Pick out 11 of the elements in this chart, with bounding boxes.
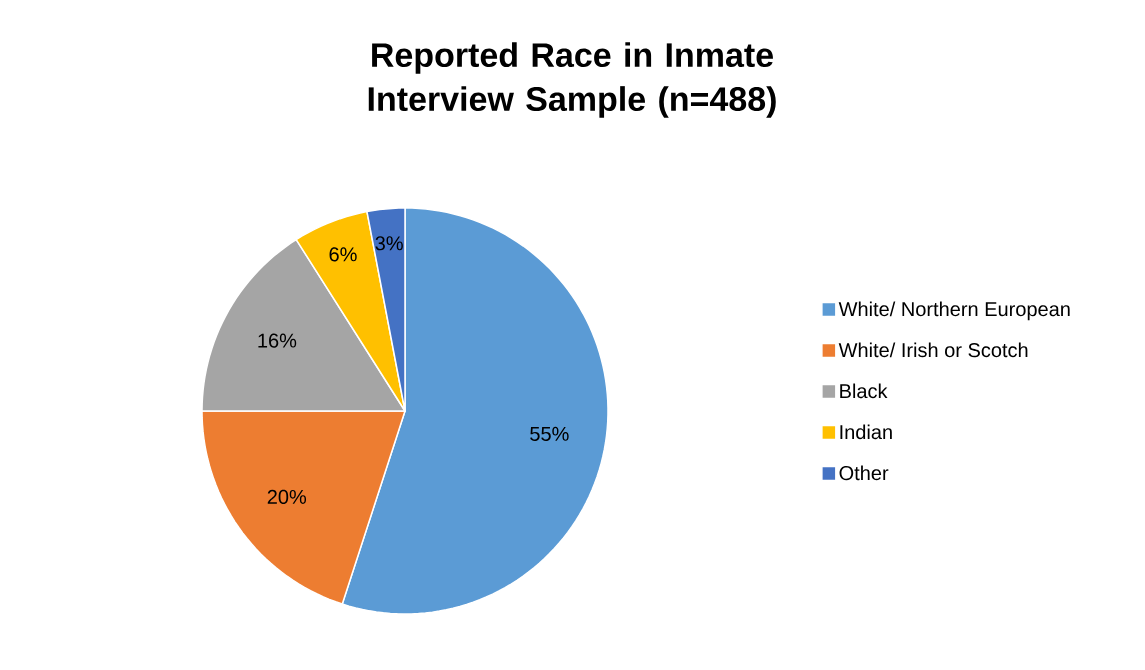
legend-label: Other — [839, 465, 889, 481]
data-label: 16% — [258, 333, 297, 348]
data-label: 6% — [329, 247, 357, 262]
legend-label: Black — [840, 383, 888, 399]
data-label: 55% — [530, 426, 569, 441]
legend-label: Indian — [840, 424, 892, 440]
chart-title: Reported Race in Inmate Interview Sample (n=488) — [368, 42, 776, 118]
data-label: 20% — [267, 489, 307, 504]
data-label: 3% — [375, 236, 403, 251]
legend-label: White/ Northern European — [838, 301, 1070, 321]
legend-label: White/ Irish or Scotch — [838, 342, 1028, 358]
